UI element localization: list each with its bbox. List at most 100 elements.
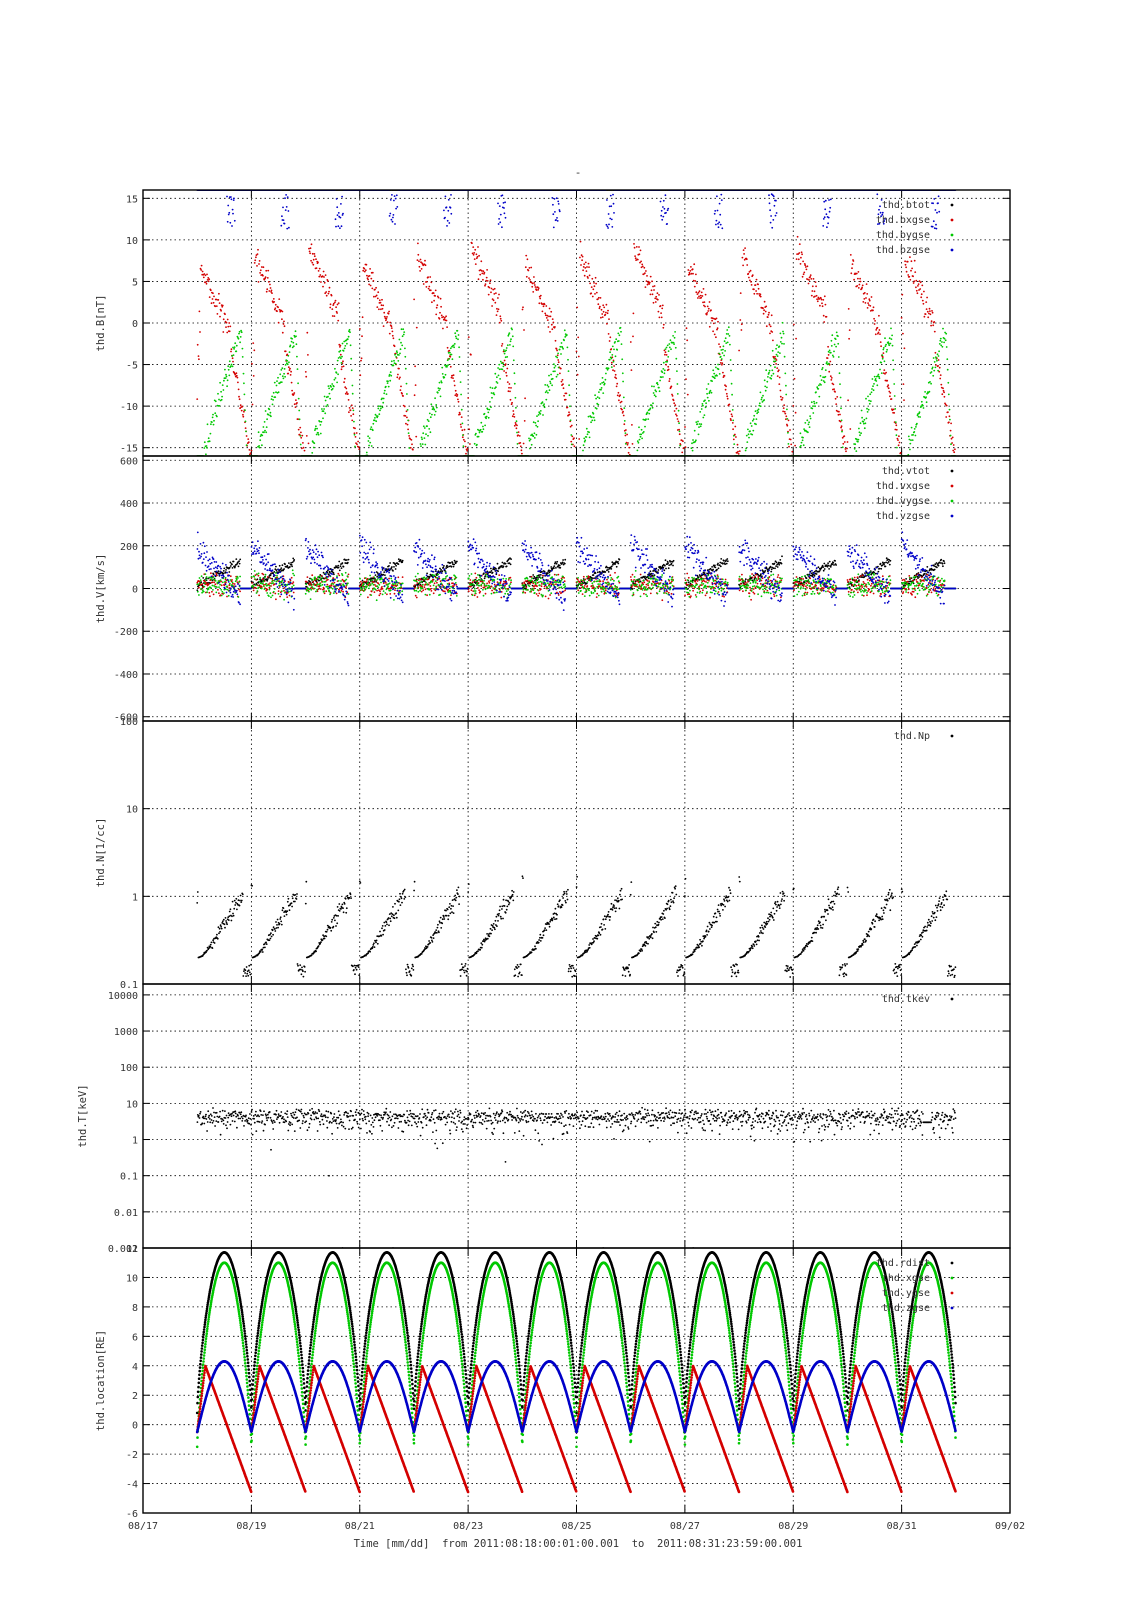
- data-point: [792, 405, 795, 407]
- data-point: [933, 369, 936, 372]
- data-point: [910, 426, 913, 429]
- data-point: [350, 415, 352, 417]
- data-point: [807, 423, 810, 426]
- data-point: [483, 412, 486, 415]
- data-point: [661, 307, 664, 310]
- data-point: [860, 409, 863, 412]
- data-point: [396, 206, 399, 208]
- data-point: [325, 294, 328, 297]
- data-point: [298, 409, 301, 412]
- data-point: [598, 397, 601, 400]
- data-point: [546, 384, 549, 387]
- data-point: [786, 418, 789, 420]
- data-point: [920, 405, 923, 408]
- data-point: [548, 307, 551, 310]
- data-point: [745, 434, 748, 437]
- data-point: [295, 335, 297, 338]
- data-point: [475, 253, 478, 256]
- data-point: [840, 426, 842, 429]
- y-tick-label: -5: [126, 361, 138, 372]
- data-point: [491, 387, 494, 389]
- data-point: [828, 362, 830, 365]
- data-point: [846, 447, 848, 450]
- data-point: [750, 281, 752, 283]
- data-point: [722, 371, 724, 374]
- data-point: [601, 382, 603, 384]
- data-point: [440, 305, 442, 308]
- data-point: [918, 280, 921, 282]
- data-point: [438, 381, 441, 384]
- data-point: [579, 240, 582, 243]
- data-point: [703, 301, 706, 303]
- data-point: [686, 339, 689, 342]
- data-point: [888, 337, 891, 340]
- data-point: [817, 388, 820, 390]
- data-point: [233, 346, 236, 348]
- data-point: [535, 433, 538, 436]
- data-point: [449, 355, 452, 358]
- data-point: [892, 359, 894, 362]
- data-point: [372, 280, 375, 282]
- data-point: [539, 294, 542, 297]
- data-point: [674, 331, 676, 333]
- data-point: [530, 443, 533, 446]
- data-point: [599, 297, 602, 299]
- data-point: [708, 325, 711, 328]
- data-point: [218, 405, 221, 407]
- data-point: [524, 397, 526, 400]
- data-point: [350, 404, 353, 407]
- data-point: [904, 260, 906, 263]
- data-point: [389, 321, 392, 324]
- data-point: [277, 306, 279, 309]
- data-point: [325, 405, 328, 408]
- data-point: [744, 247, 746, 250]
- data-point: [751, 433, 754, 436]
- data-point: [272, 399, 274, 401]
- data-point: [464, 440, 466, 443]
- data-point: [464, 445, 467, 448]
- data-point: [787, 431, 789, 434]
- data-point: [450, 194, 452, 196]
- data-point: [222, 318, 225, 321]
- data-point: [387, 312, 390, 315]
- data-point: [824, 369, 827, 371]
- data-point: [749, 269, 752, 272]
- data-point: [251, 362, 253, 365]
- data-point: [763, 300, 766, 303]
- y-tick-label: 5: [132, 277, 138, 288]
- data-point: [503, 212, 506, 215]
- data-point: [349, 409, 352, 412]
- data-point: [389, 199, 392, 201]
- data-point: [466, 449, 468, 452]
- data-point: [225, 321, 228, 324]
- data-point: [633, 246, 636, 249]
- data-point: [937, 365, 939, 367]
- data-point: [497, 223, 500, 225]
- data-point: [697, 291, 700, 294]
- data-point: [858, 427, 860, 430]
- data-point: [563, 329, 566, 332]
- data-point: [646, 283, 649, 286]
- data-point: [385, 393, 388, 395]
- data-point: [692, 272, 694, 275]
- data-point: [290, 340, 293, 343]
- data-point: [433, 414, 436, 416]
- data-point: [546, 319, 549, 321]
- data-point: [477, 435, 480, 438]
- data-point: [299, 435, 302, 437]
- data-point: [207, 280, 210, 283]
- data-point: [857, 287, 860, 289]
- data-point: [327, 292, 330, 295]
- data-point: [231, 355, 234, 357]
- data-point: [662, 361, 665, 364]
- data-point: [908, 275, 911, 278]
- data-point: [296, 368, 299, 370]
- data-point: [897, 444, 900, 447]
- data-point: [644, 425, 646, 428]
- data-point: [873, 383, 875, 385]
- data-point: [756, 412, 758, 415]
- data-point: [875, 329, 878, 331]
- data-point: [839, 413, 841, 416]
- data-point: [732, 419, 735, 422]
- data-point: [863, 422, 865, 425]
